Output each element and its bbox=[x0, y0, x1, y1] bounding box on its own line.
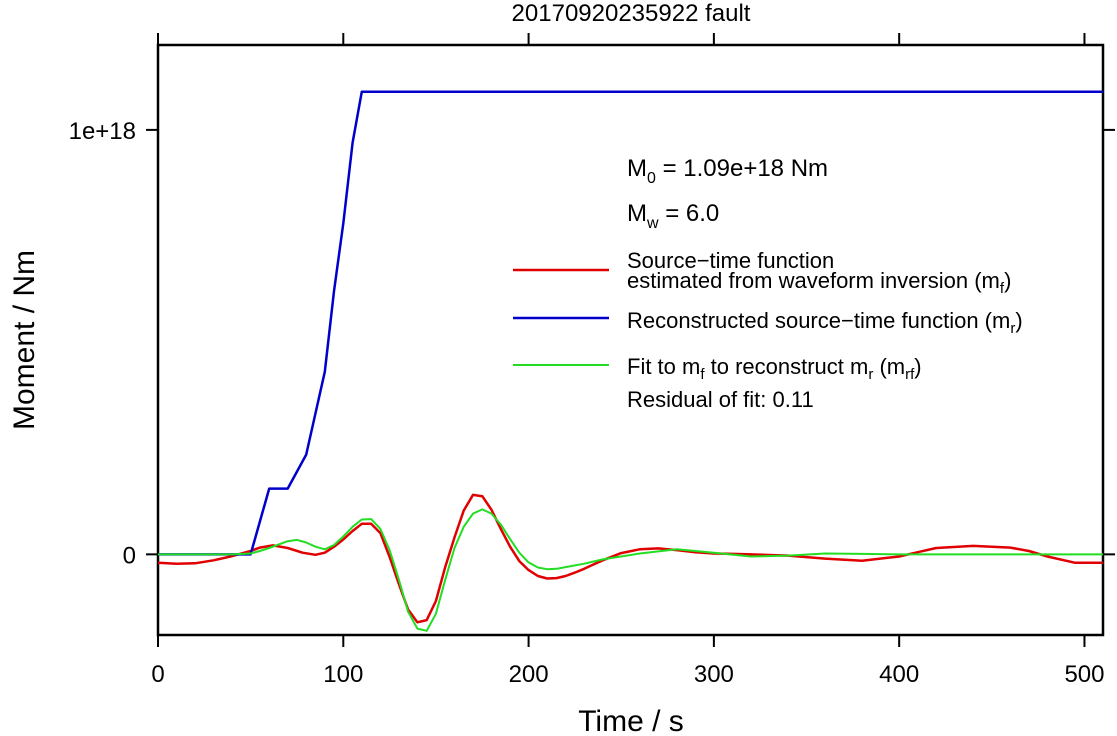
legend-label-mr: Reconstructed source−time function (mr) bbox=[627, 308, 1023, 337]
x-tick-label: 100 bbox=[323, 661, 363, 688]
plot-frame bbox=[156, 43, 1105, 637]
y-tick-label: 1e+18 bbox=[69, 118, 136, 145]
legend-label-mrf: Fit to mf to reconstruct mr (mrf) bbox=[627, 354, 922, 383]
residual-annotation: Residual of fit: 0.11 bbox=[627, 387, 814, 412]
x-tick-label: 0 bbox=[151, 661, 164, 688]
x-tick-label: 400 bbox=[879, 661, 919, 688]
series-line-mf bbox=[157, 493, 1103, 624]
x-axis-label: Time / s bbox=[578, 705, 684, 736]
x-tick-label: 500 bbox=[1064, 661, 1104, 688]
x-tick-label: 200 bbox=[509, 661, 549, 688]
chart-title: 20170920235922 fault bbox=[512, 0, 751, 27]
y-axis: 0 1e+18 bbox=[69, 118, 1115, 569]
legend: Source−time function estimated from wave… bbox=[513, 248, 1023, 412]
y-axis-label: Moment / Nm bbox=[8, 250, 41, 430]
mw-annotation: Mw = 6.0 bbox=[627, 200, 719, 232]
series-line-mrf bbox=[158, 508, 1103, 632]
m0-annotation: M0 = 1.09e+18 Nm bbox=[627, 155, 828, 187]
legend-label-mf-line2: estimated from waveform inversion (mf) bbox=[627, 268, 1011, 297]
x-axis: 0 100 200 300 400 500 bbox=[151, 33, 1104, 688]
y-tick-label: 0 bbox=[123, 542, 136, 569]
legend-label-mf-line1: Source−time function bbox=[627, 248, 834, 273]
x-tick-label: 300 bbox=[694, 661, 734, 688]
series-lines bbox=[157, 90, 1103, 632]
series-line-mr bbox=[158, 90, 1103, 556]
